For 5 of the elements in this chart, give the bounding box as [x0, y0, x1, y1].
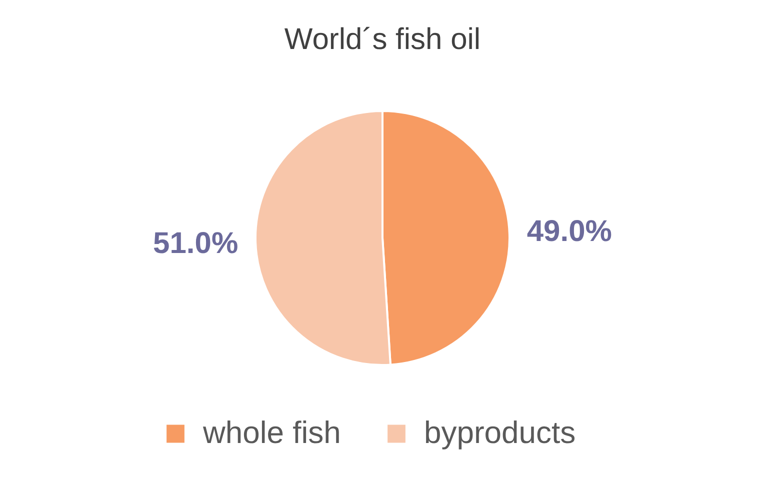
data-label: 49.0%: [526, 215, 612, 248]
chart-title: World´s fish oil: [284, 23, 481, 56]
data-label: 51.0%: [153, 226, 238, 260]
legend-label: whole fish: [202, 414, 341, 450]
legend-label: byproducts: [424, 414, 576, 450]
